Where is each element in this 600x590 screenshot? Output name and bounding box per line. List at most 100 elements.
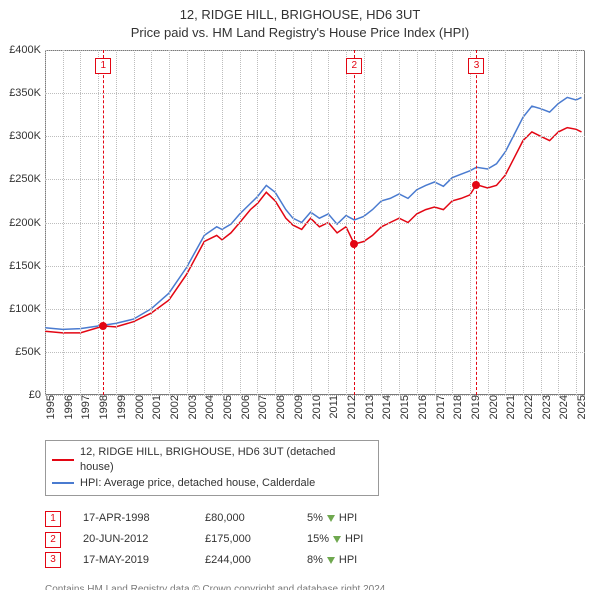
title-line1: 12, RIDGE HILL, BRIGHOUSE, HD6 3UT bbox=[0, 6, 600, 24]
gridline-vertical bbox=[541, 50, 542, 395]
gridline-horizontal bbox=[45, 179, 585, 180]
gridline-vertical bbox=[293, 50, 294, 395]
event-marker-line bbox=[354, 50, 355, 395]
gridline-vertical bbox=[470, 50, 471, 395]
event-row: 2 20-JUN-2012 £175,000 15% HPI bbox=[45, 529, 585, 550]
gridline-vertical bbox=[452, 50, 453, 395]
y-axis-label: £150K bbox=[9, 260, 45, 272]
gridline-vertical bbox=[558, 50, 559, 395]
event-marker-badge: 2 bbox=[346, 58, 362, 74]
x-axis-label: 2009 bbox=[289, 395, 305, 419]
gridline-vertical bbox=[257, 50, 258, 395]
gridline-vertical bbox=[187, 50, 188, 395]
x-axis-label: 2001 bbox=[147, 395, 163, 419]
x-axis-label: 2002 bbox=[165, 395, 181, 419]
attribution-footer: Contains HM Land Registry data © Crown c… bbox=[45, 583, 585, 590]
x-axis-label: 2010 bbox=[307, 395, 323, 419]
gridline-vertical bbox=[435, 50, 436, 395]
gridline-vertical bbox=[98, 50, 99, 395]
legend-swatch bbox=[52, 482, 74, 484]
event-row-price: £175,000 bbox=[205, 529, 285, 550]
x-axis-label: 2025 bbox=[572, 395, 588, 419]
x-axis-label: 2012 bbox=[342, 395, 358, 419]
event-row-date: 20-JUN-2012 bbox=[83, 529, 183, 550]
event-delta-pct: 8% bbox=[307, 550, 323, 571]
event-row-badge: 1 bbox=[45, 511, 61, 527]
x-axis-label: 1996 bbox=[59, 395, 75, 419]
legend-item: 12, RIDGE HILL, BRIGHOUSE, HD6 3UT (deta… bbox=[52, 445, 372, 476]
event-marker-dot bbox=[99, 322, 107, 330]
gridline-vertical bbox=[63, 50, 64, 395]
x-axis-label: 2004 bbox=[200, 395, 216, 419]
gridline-vertical bbox=[169, 50, 170, 395]
gridline-vertical bbox=[80, 50, 81, 395]
event-row-delta: 8% HPI bbox=[307, 550, 407, 571]
title-line2: Price paid vs. HM Land Registry's House … bbox=[0, 24, 600, 42]
event-row-price: £244,000 bbox=[205, 550, 285, 571]
x-axis-label: 2024 bbox=[554, 395, 570, 419]
legend-label: HPI: Average price, detached house, Cald… bbox=[80, 476, 315, 491]
y-axis-label: £350K bbox=[9, 87, 45, 99]
x-axis-label: 2000 bbox=[130, 395, 146, 419]
event-row: 117-APR-1998£80,0005%HPI bbox=[45, 508, 585, 529]
gridline-vertical bbox=[204, 50, 205, 395]
legend-item: HPI: Average price, detached house, Cald… bbox=[52, 476, 372, 491]
gridline-horizontal bbox=[45, 266, 585, 267]
gridline-vertical bbox=[364, 50, 365, 395]
x-axis-label: 2005 bbox=[218, 395, 234, 419]
event-delta-suffix: HPI bbox=[339, 508, 357, 529]
event-row-delta: 5%HPI bbox=[307, 508, 407, 529]
below-chart-block: 12, RIDGE HILL, BRIGHOUSE, HD6 3UT (deta… bbox=[45, 440, 585, 590]
footer-line1: Contains HM Land Registry data © Crown c… bbox=[45, 583, 585, 590]
x-axis-label: 2018 bbox=[448, 395, 464, 419]
legend-swatch bbox=[52, 459, 74, 461]
y-axis-label: £200K bbox=[9, 217, 45, 229]
x-axis-label: 2020 bbox=[484, 395, 500, 419]
gridline-horizontal bbox=[45, 223, 585, 224]
gridline-vertical bbox=[346, 50, 347, 395]
gridline-vertical bbox=[488, 50, 489, 395]
event-delta-suffix: HPI bbox=[339, 550, 357, 571]
gridline-horizontal bbox=[45, 309, 585, 310]
series-line bbox=[45, 97, 582, 329]
gridline-vertical bbox=[523, 50, 524, 395]
x-axis-label: 2007 bbox=[253, 395, 269, 419]
x-axis-label: 2021 bbox=[501, 395, 517, 419]
x-axis-label: 1998 bbox=[94, 395, 110, 419]
gridline-vertical bbox=[116, 50, 117, 395]
gridline-vertical bbox=[505, 50, 506, 395]
gridline-vertical bbox=[417, 50, 418, 395]
y-axis-label: £400K bbox=[9, 44, 45, 56]
event-row-badge: 3 bbox=[45, 552, 61, 568]
event-delta-pct: 15% bbox=[307, 529, 329, 550]
gridline-vertical bbox=[328, 50, 329, 395]
event-marker-line bbox=[476, 50, 477, 395]
x-axis-label: 2003 bbox=[183, 395, 199, 419]
x-axis-label: 1995 bbox=[41, 395, 57, 419]
gridline-vertical bbox=[222, 50, 223, 395]
event-row-price: £80,000 bbox=[205, 508, 285, 529]
arrow-down-icon bbox=[327, 515, 335, 522]
event-marker-dot bbox=[472, 181, 480, 189]
gridline-vertical bbox=[275, 50, 276, 395]
legend-box: 12, RIDGE HILL, BRIGHOUSE, HD6 3UT (deta… bbox=[45, 440, 379, 496]
event-delta-suffix: HPI bbox=[345, 529, 363, 550]
y-axis-label: £250K bbox=[9, 173, 45, 185]
event-row-badge: 2 bbox=[45, 532, 61, 548]
gridline-horizontal bbox=[45, 93, 585, 94]
gridline-vertical bbox=[134, 50, 135, 395]
event-marker-dot bbox=[350, 240, 358, 248]
event-marker-badge: 3 bbox=[468, 58, 484, 74]
x-axis-label: 2016 bbox=[413, 395, 429, 419]
gridline-vertical bbox=[151, 50, 152, 395]
x-axis-label: 2006 bbox=[236, 395, 252, 419]
event-row-delta: 15% HPI bbox=[307, 529, 407, 550]
gridline-vertical bbox=[381, 50, 382, 395]
gridline-vertical bbox=[576, 50, 577, 395]
x-axis-label: 1999 bbox=[112, 395, 128, 419]
x-axis-label: 2011 bbox=[324, 395, 340, 419]
gridline-horizontal bbox=[45, 136, 585, 137]
event-marker-badge: 1 bbox=[95, 58, 111, 74]
x-axis-label: 2014 bbox=[377, 395, 393, 419]
y-axis-label: £100K bbox=[9, 303, 45, 315]
